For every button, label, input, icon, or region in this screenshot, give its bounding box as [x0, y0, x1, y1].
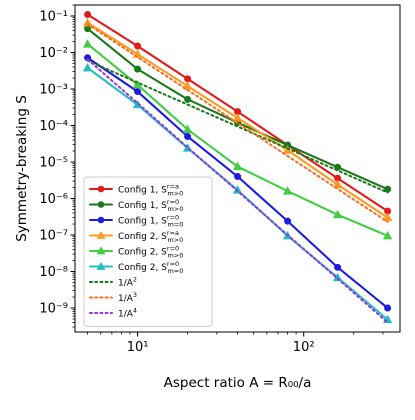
legend-label: Config 1, Sr=0 m=0	[118, 214, 183, 229]
legend-swatch-marker	[97, 185, 105, 193]
series-8	[86, 58, 389, 324]
legend-entry: 1/A4	[89, 307, 137, 320]
data-point	[184, 75, 192, 83]
legend-swatch-marker	[97, 201, 105, 208]
data-point	[334, 263, 342, 271]
legend-label: Config 1, Sr=a m>0	[118, 183, 183, 198]
data-point	[284, 217, 292, 225]
data-point	[184, 95, 192, 103]
data-point	[332, 179, 343, 189]
series-line	[86, 58, 389, 324]
data-point	[184, 132, 192, 140]
series-6	[86, 59, 389, 194]
data-point	[232, 113, 243, 122]
data-point	[232, 161, 243, 171]
x-tick-label: 10¹	[127, 340, 149, 355]
legend-label: Config 2, Sr=0 m=0	[118, 260, 183, 275]
data-point	[382, 212, 393, 222]
legend-entry: 1/A2	[89, 276, 137, 289]
legend-entry: Config 1, Sr=a m>0	[89, 183, 183, 198]
data-point	[382, 230, 393, 240]
series-7	[86, 23, 389, 223]
legend-swatch-marker	[97, 216, 105, 224]
legend-entry: Config 1, Sr=0 m=0	[89, 214, 183, 229]
data-point	[82, 39, 93, 48]
legend-swatch-marker	[96, 230, 106, 239]
y-axis-label: Symmetry-breaking S	[14, 95, 30, 242]
series-4	[82, 39, 393, 240]
y-tick-label: 10⁻⁸	[39, 265, 68, 280]
data-point	[182, 124, 193, 133]
legend-entry: Config 2, Sr=0 m>0	[89, 245, 183, 260]
data-point	[82, 62, 93, 72]
legend-label: Config 2, Sr=0 m>0	[118, 245, 183, 260]
data-point	[282, 186, 293, 195]
legend-label: 1/A4	[118, 307, 137, 320]
legend-entry: Config 2, Sr=a m>0	[89, 229, 183, 244]
data-point	[134, 65, 142, 73]
y-tick-label: 10⁻¹	[39, 9, 68, 24]
legend-swatch-marker	[96, 261, 106, 270]
data-point	[384, 304, 392, 312]
legend-swatch-marker	[96, 246, 106, 255]
x-axis-label: Aspect ratio A = R₀₀/a	[164, 375, 312, 391]
legend-label: Config 2, Sr=a m>0	[118, 229, 183, 244]
data-point	[84, 25, 92, 33]
legend-label: Config 1, Sr=0 m>0	[118, 198, 183, 213]
data-point	[84, 10, 92, 18]
series-line	[86, 59, 389, 194]
data-point	[134, 88, 142, 96]
legend-entry: Config 2, Sr=0 m=0	[89, 260, 183, 275]
data-point	[234, 173, 242, 181]
data-point	[134, 42, 142, 50]
series-layer	[82, 10, 393, 324]
y-tick-label: 10⁻²	[39, 46, 68, 61]
y-tick-label: 10⁻⁹	[39, 301, 68, 316]
axis-layer: 10¹ 10² 10⁻⁹ 10⁻⁸ 10⁻⁷ 10⁻⁶ 10⁻⁵ 10⁻⁴ 10⁻³ 10⁻² 10…	[14, 4, 384, 391]
legend-label: 1/A3	[118, 291, 137, 304]
data-point	[332, 209, 343, 219]
series-line	[86, 23, 389, 223]
legend-label: 1/A2	[118, 276, 137, 289]
y-tick-label: 10⁻⁷	[39, 228, 68, 243]
y-tick-label: 10⁻⁶	[39, 192, 68, 207]
x-tick-label: 10²	[293, 340, 315, 355]
y-tick-label: 10⁻⁵	[39, 155, 68, 170]
y-tick-label: 10⁻³	[39, 82, 68, 97]
legend-entry: 1/A3	[89, 291, 137, 304]
y-tick-label: 10⁻⁴	[39, 119, 68, 134]
series-2	[84, 54, 392, 312]
legend-entry: Config 1, Sr=0 m>0	[89, 198, 183, 213]
legend-frame	[83, 176, 213, 327]
